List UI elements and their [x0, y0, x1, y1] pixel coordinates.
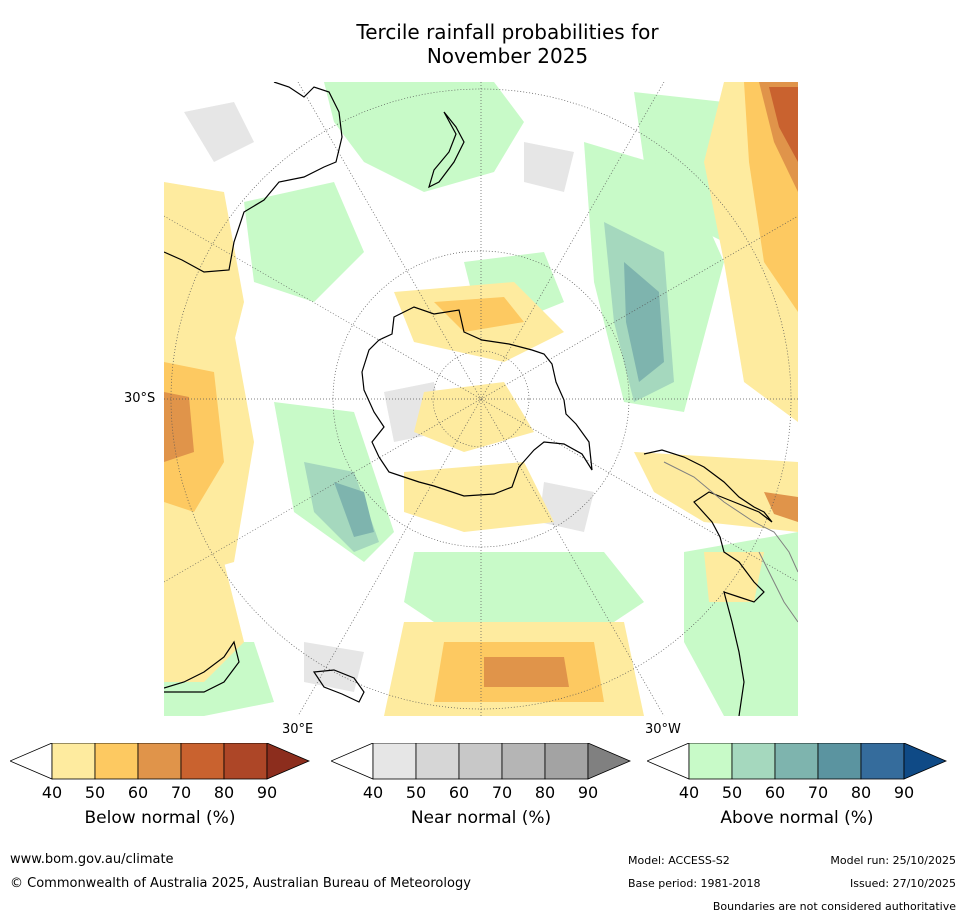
- footer-copyright: © Commonwealth of Australia 2025, Austra…: [10, 876, 471, 891]
- south-america-coast: [643, 449, 773, 716]
- africa-coast: [164, 640, 240, 693]
- title-line-2: November 2025: [426, 44, 589, 68]
- above-tick: 70: [807, 783, 829, 802]
- below-swatch-70-80: [180, 743, 225, 780]
- antarctica-coast: [361, 306, 593, 497]
- latitude-label-30s: 30°S: [124, 391, 156, 406]
- above-swatch-80-90: [860, 743, 905, 780]
- near-tick: 50: [405, 783, 427, 802]
- above-swatch-60-70: [774, 743, 819, 780]
- near-swatch-70-80: [501, 743, 546, 780]
- colorbar-near-normal: 40 50 60 70 80 90 Near normal (%): [331, 743, 631, 843]
- below-tick: 90: [256, 783, 278, 802]
- meridian-60w: [297, 82, 665, 716]
- footer-model-run: Model run: 25/10/2025: [830, 854, 956, 867]
- below-swatch-min: [10, 743, 53, 780]
- madagascar-coast: [312, 669, 365, 703]
- australia-coast: [164, 82, 343, 273]
- below-swatch-80-90: [223, 743, 268, 780]
- above-swatch-70-80: [817, 743, 862, 780]
- near-normal-label: Near normal (%): [410, 808, 552, 828]
- polar-map: [164, 82, 798, 716]
- near-swatch-60-70: [458, 743, 503, 780]
- below-swatch-40-50: [51, 743, 96, 780]
- andes-boundary: [663, 461, 798, 573]
- near-swatch-max: [587, 743, 631, 780]
- below-normal-label: Below normal (%): [84, 808, 236, 828]
- footer-url[interactable]: www.bom.gov.au/climate: [10, 852, 174, 867]
- near-tick: 40: [362, 783, 384, 802]
- below-swatch-max: [266, 743, 310, 780]
- near-tick: 90: [577, 783, 599, 802]
- above-normal-label: Above normal (%): [720, 808, 874, 828]
- new-zealand-coast: [428, 111, 465, 189]
- above-swatch-40-50: [688, 743, 733, 780]
- below-tick: 50: [84, 783, 106, 802]
- graticule: [164, 82, 798, 716]
- near-swatch-40-50: [372, 743, 417, 780]
- footer-disclaimer: Boundaries are not considered authoritat…: [712, 900, 956, 913]
- longitude-label-30e: 30°E: [282, 722, 314, 737]
- above-tick: 60: [764, 783, 786, 802]
- footer-base-period: Base period: 1981-2018: [628, 877, 761, 890]
- map-title: Tercile rainfall probabilities for Novem…: [250, 20, 765, 68]
- near-tick: 80: [534, 783, 556, 802]
- above-swatch-max: [903, 743, 947, 780]
- title-line-1: Tercile rainfall probabilities for: [356, 20, 659, 44]
- below-tick: 60: [127, 783, 149, 802]
- above-swatch-50-60: [731, 743, 776, 780]
- coastlines: [164, 82, 773, 716]
- below-swatch-50-60: [94, 743, 139, 780]
- near-swatch-80-90: [544, 743, 589, 780]
- near-swatch-min: [331, 743, 374, 780]
- map-canvas: [164, 82, 798, 716]
- footer-issued: Issued: 27/10/2025: [849, 877, 956, 890]
- below-swatch-60-70: [137, 743, 182, 780]
- south-america-inner-boundary: [758, 551, 798, 623]
- above-tick: 40: [678, 783, 700, 802]
- above-swatch-min: [647, 743, 690, 780]
- footer-model: Model: ACCESS-S2: [628, 854, 730, 867]
- below-normal-regions: [164, 82, 798, 716]
- colorbar-near-swatches: [331, 743, 631, 780]
- below-tick: 80: [213, 783, 235, 802]
- near-tick: 70: [491, 783, 513, 802]
- above-tick: 80: [850, 783, 872, 802]
- colorbar-above-swatches: [647, 743, 947, 780]
- below-tick: 70: [170, 783, 192, 802]
- country-boundaries: [663, 461, 798, 623]
- longitude-label-30w: 30°W: [645, 722, 681, 737]
- latitude-ring-1: [432, 350, 530, 448]
- colorbar-below-normal: 40 50 60 70 80 90 Below normal (%): [10, 743, 310, 843]
- colorbar-above-normal: 40 50 60 70 80 90 Above normal (%): [647, 743, 947, 843]
- above-tick: 90: [893, 783, 915, 802]
- near-tick: 60: [448, 783, 470, 802]
- colorbar-below-swatches: [10, 743, 310, 780]
- below-tick: 40: [41, 783, 63, 802]
- near-swatch-50-60: [415, 743, 460, 780]
- above-tick: 50: [721, 783, 743, 802]
